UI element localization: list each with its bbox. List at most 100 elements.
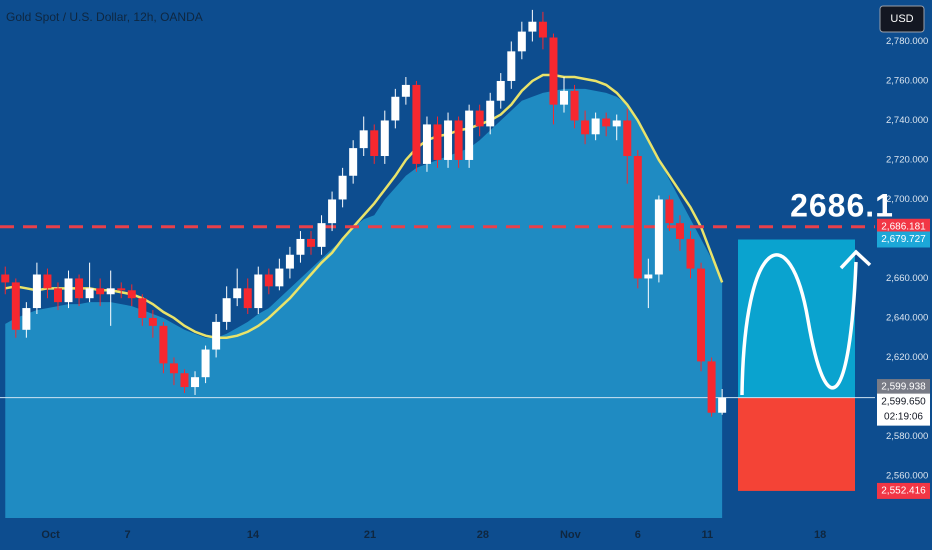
- price-label: 2,599.938: [881, 382, 926, 393]
- y-tick-label: 2,620.000: [886, 352, 928, 363]
- candle-body: [212, 321, 221, 350]
- candle-body: [85, 288, 94, 299]
- x-tick-label: Nov: [560, 529, 582, 541]
- candle-body: [306, 238, 315, 247]
- candle-body: [53, 288, 62, 303]
- candle-body: [465, 110, 474, 160]
- y-tick-label: 2,760.000: [886, 75, 928, 86]
- candle-body: [64, 278, 73, 303]
- projection-arrow: [839, 249, 872, 270]
- candle-body: [644, 274, 653, 279]
- candle-body: [180, 373, 189, 388]
- candle-body: [106, 288, 115, 295]
- plot-area: [0, 9, 875, 518]
- y-tick-label: 2,640.000: [886, 312, 928, 323]
- y-tick-label: 2,580.000: [886, 431, 928, 442]
- candle-body: [159, 325, 168, 364]
- y-tick-label: 2,740.000: [886, 115, 928, 126]
- y-tick-label: 2,720.000: [886, 154, 928, 165]
- candle-body: [148, 317, 157, 326]
- x-tick-label: 14: [247, 529, 260, 541]
- y-tick-label: 2,560.000: [886, 470, 928, 481]
- candle-body: [496, 80, 505, 101]
- candle-body: [612, 120, 621, 127]
- candle-body: [549, 37, 558, 105]
- currency-label[interactable]: USD: [890, 13, 913, 25]
- candle-body: [633, 156, 642, 279]
- candle-body: [1, 274, 10, 283]
- x-tick-label: Oct: [41, 529, 60, 541]
- candle-body: [444, 120, 453, 160]
- x-tick-label: 28: [477, 529, 489, 541]
- candle-body: [707, 361, 716, 413]
- candle-body: [117, 288, 126, 291]
- candle-body: [127, 290, 136, 299]
- price-label: 2,686.181: [881, 221, 926, 232]
- candle-body: [96, 288, 105, 295]
- candle-body: [507, 51, 516, 81]
- candle-body: [623, 120, 632, 157]
- candle-body: [222, 298, 231, 322]
- candle-body: [475, 110, 484, 127]
- candle-body: [517, 31, 526, 52]
- candle-body: [718, 397, 727, 413]
- price-label: 2,599.650: [881, 396, 926, 407]
- countdown: 02:19:06: [884, 411, 923, 422]
- candle-body: [412, 84, 421, 164]
- candle-body: [43, 274, 52, 289]
- area: [5, 88, 723, 518]
- currency-button[interactable]: [879, 5, 925, 33]
- stop-zone: [738, 397, 855, 491]
- candle-body: [391, 96, 400, 121]
- candle-body: [581, 120, 590, 135]
- candle-body: [138, 298, 147, 318]
- candle-body: [285, 254, 294, 269]
- candle-body: [570, 90, 579, 121]
- candle-body: [654, 199, 663, 275]
- candle-body: [675, 223, 684, 239]
- moving-average: [5, 73, 724, 339]
- candle-body: [422, 124, 431, 164]
- candle-body: [254, 274, 263, 309]
- candle-body: [433, 124, 442, 160]
- candle-body: [317, 223, 326, 247]
- candle-body: [296, 238, 305, 255]
- candle-body: [169, 363, 178, 374]
- candle-body: [328, 199, 337, 224]
- x-tick-label: 21: [364, 529, 376, 541]
- projection-curve: [740, 253, 858, 396]
- price-label: 2,552.416: [881, 486, 926, 497]
- candle-body: [528, 21, 537, 32]
- candle-body: [75, 278, 84, 299]
- candle-body: [370, 130, 379, 157]
- candle-body: [338, 175, 347, 200]
- candle-body: [454, 120, 463, 160]
- x-tick-label: 7: [124, 529, 130, 541]
- x-tick-label: 11: [702, 529, 714, 541]
- candle-body: [22, 308, 31, 330]
- price-label: 2,679.727: [881, 234, 926, 245]
- candle-body: [233, 288, 242, 299]
- candle-body: [191, 377, 200, 388]
- candle-body: [243, 288, 252, 309]
- candle-body: [359, 130, 368, 149]
- candle-body: [591, 118, 600, 135]
- candle-body: [560, 90, 569, 105]
- x-tick-label: 18: [814, 529, 826, 541]
- candle-body: [686, 238, 695, 269]
- candle-body: [697, 268, 706, 362]
- price-label-box: [877, 482, 930, 499]
- candle-body: [32, 274, 41, 309]
- annotation: 2686.1: [790, 187, 894, 223]
- price-label-box: [877, 379, 930, 396]
- candle-body: [380, 120, 389, 157]
- candle-body: [275, 268, 284, 287]
- candle-body: [349, 148, 358, 176]
- x-tick-label: 6: [635, 529, 641, 541]
- candle-body: [538, 21, 547, 38]
- price-label-box: [877, 231, 930, 248]
- y-tick-label: 2,660.000: [886, 273, 928, 284]
- candle-body: [201, 349, 210, 378]
- chart-title: Gold Spot / U.S. Dollar, 12h, OANDA: [6, 10, 203, 24]
